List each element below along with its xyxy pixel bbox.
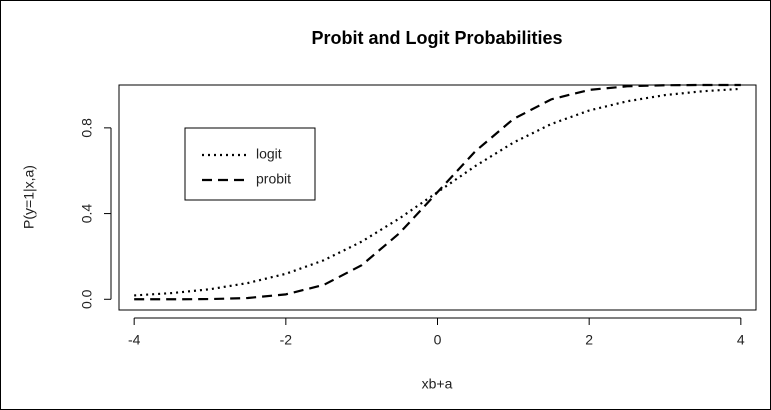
series-line	[134, 83, 741, 301]
x-tick-label: 4	[737, 332, 745, 348]
y-tick-label: 0.4	[79, 204, 95, 224]
x-axis-label: xb+a	[422, 376, 453, 392]
chart-title: Probit and Logit Probabilities	[311, 28, 562, 48]
legend-label: logit	[256, 146, 282, 162]
plot-box	[118, 84, 757, 311]
y-tick-label: 0.0	[79, 289, 95, 309]
x-tick-label: -4	[128, 332, 141, 348]
x-tick-label: -2	[280, 332, 293, 348]
x-tick-label: 2	[585, 332, 593, 348]
legend-label: probit	[256, 171, 291, 187]
y-tick-label: 0.8	[79, 118, 95, 138]
y-axis-label: P(y=1|x,a)	[21, 165, 37, 229]
x-tick-label: 0	[434, 332, 442, 348]
legend-box	[184, 127, 316, 201]
